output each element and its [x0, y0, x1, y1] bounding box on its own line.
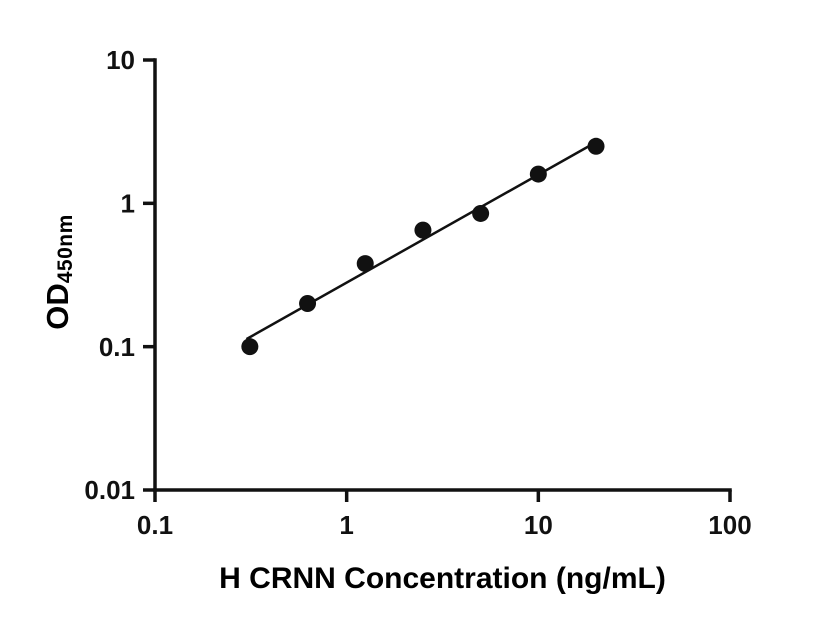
data-point — [241, 338, 259, 356]
y-tick-label: 1 — [121, 188, 135, 218]
x-tick-label: 100 — [708, 510, 751, 540]
y-tick-label: 10 — [106, 45, 135, 75]
y-tick-label: 0.01 — [84, 475, 135, 505]
x-tick-label: 0.1 — [137, 510, 173, 540]
data-point — [299, 295, 317, 313]
data-point — [587, 137, 605, 155]
y-axis-title-main: OD — [40, 283, 75, 330]
data-point — [414, 221, 432, 239]
x-tick-label: 1 — [339, 510, 353, 540]
y-tick-label: 0.1 — [99, 332, 135, 362]
y-axis-title: OD450nm — [38, 202, 78, 342]
data-point — [356, 255, 374, 273]
x-axis-title: H CRNN Concentration (ng/mL) — [219, 562, 666, 595]
data-point — [529, 165, 547, 183]
data-point — [472, 204, 490, 222]
x-tick-label: 10 — [524, 510, 553, 540]
y-axis-title-subscript: 450nm — [54, 214, 77, 284]
